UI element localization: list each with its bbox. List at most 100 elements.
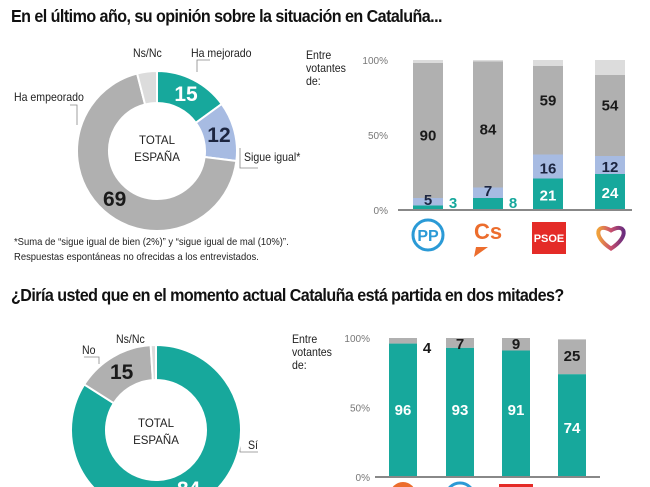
psoe-logo-icon [499,484,533,487]
y-tick-label: 50% [368,131,388,142]
pp-logo-icon: PP [411,218,445,252]
svg-text:PSOE: PSOE [534,233,565,245]
section2-entre-votantes: Entre votantes de: [292,333,332,372]
bar-value-label: 7 [484,183,492,200]
section1-entre-votantes: Entre votantes de: [306,49,346,88]
bar-segment [473,61,503,188]
bar-value-label: 8 [509,195,517,212]
section2-title: ¿Diría usted que en el momento actual Ca… [11,285,564,305]
y-tick-label: 100% [362,56,388,67]
bar-value-label: 59 [540,92,557,109]
donut-chart-1: 15 12 69 [76,69,238,232]
donut-value-label: 15 [110,361,134,384]
pp-logo-icon [448,481,472,487]
bar-value-label: 12 [602,159,619,176]
svg-text:PP: PP [417,228,439,245]
entre-line: votantes [292,345,332,359]
bar-segment [533,60,563,66]
bar-segment [413,63,443,198]
entre-line: de: [292,358,307,372]
donut1-label-nsnc: Ns/Nc [133,46,162,60]
bar-value-label: 9 [512,336,520,353]
donut1-center-line1: TOTAL [139,135,176,147]
donut-slice [149,343,157,382]
bar-value-label: 84 [480,122,497,139]
cs-logo-icon [392,482,414,487]
donut2-center-line2: ESPAÑA [133,434,179,447]
y-tick-label: 0% [356,473,371,484]
bar-segment [446,347,474,477]
bar-value-label: 74 [564,420,581,437]
footnote-line-1: *Suma de “sigue igual de bien (2%)” y “s… [14,236,289,248]
bar-segment [473,187,503,198]
donut2-label-si: Sí [248,438,258,452]
bar-value-label: 21 [540,187,557,204]
bar-segment [533,66,563,155]
leader-line [239,148,258,169]
bar-value-label: 24 [602,185,619,202]
leader-line [84,356,100,364]
y-tick-label: 50% [350,404,370,415]
bar-segment [446,338,474,348]
donut2-label-nsnc: Ns/Nc [116,332,145,346]
bar-chart-2: 0% 50% 100% 96 4 93 7 91 9 74 25 [344,334,600,487]
bar-segment [389,338,417,344]
section1-title: En el último año, su opinión sobre la si… [11,6,443,26]
donut-slice [70,343,242,487]
bar-segment [558,339,586,375]
bar-segment [595,75,625,156]
donut-slice [135,69,158,106]
bar-value-label: 7 [456,336,464,353]
donut1-label-empeorado: Ha empeorado [14,90,84,104]
bar-segment [558,374,586,477]
bar-segment [502,350,530,477]
bar-segment [413,205,443,210]
podemos-logo-icon [596,225,626,251]
donut2-label-no: No [82,343,96,357]
bar-segment [595,174,625,210]
bar-segment [473,60,503,62]
entre-line: Entre [306,48,332,62]
donut-slice [76,72,238,232]
bar-value-label: 16 [540,161,557,178]
entre-line: Entre [292,332,318,346]
entre-line: de: [306,74,321,88]
bar-value-label: 5 [424,192,432,209]
psoe-logo-icon: PSOE [532,222,566,254]
donut-chart-2: 84 15 [70,343,242,487]
bar-segment [533,178,563,210]
entre-line: votantes [306,61,346,75]
bar-segment [389,343,417,477]
donut-value-label: 84 [177,478,201,487]
y-tick-label: 100% [344,334,370,345]
bar-value-label: 93 [452,402,469,419]
donut1-center-line2: ESPAÑA [134,151,180,164]
y-tick-label: 0% [374,206,389,217]
donut-value-label: 15 [174,83,198,106]
bar-segment [595,156,625,174]
svg-text:Cs: Cs [474,219,502,244]
bar-segment [413,60,443,63]
bar-value-label: 91 [508,402,525,419]
footnote-line-2: Respuestas espontáneas no ofrecidas a lo… [14,251,259,263]
bar-segment [413,198,443,206]
bar-segment [502,338,530,351]
bar-value-label: 96 [395,402,412,419]
bar-value-label: 54 [602,98,619,115]
bar-segment [595,60,625,75]
cs-logo-icon: Cs [474,219,502,257]
donut-value-label: 69 [103,188,126,211]
donut2-center-line1: TOTAL [138,418,175,430]
donut1-label-igual: Sigue igual* [244,150,301,164]
bar-segment [533,154,563,179]
donut1-label-mejorado: Ha mejorado [191,46,252,60]
leader-line [196,59,210,72]
leader-line [239,432,258,453]
bar-value-label: 4 [423,340,432,357]
bar-value-label: 3 [449,195,457,212]
bar-segment [473,198,503,210]
leader-line [70,104,78,125]
bar-chart-1: 0% 50% 100% 90 5 3 84 78 59 16 21 54 12 24 PP Cs PSOE [362,56,632,257]
bar-value-label: 90 [420,128,437,145]
